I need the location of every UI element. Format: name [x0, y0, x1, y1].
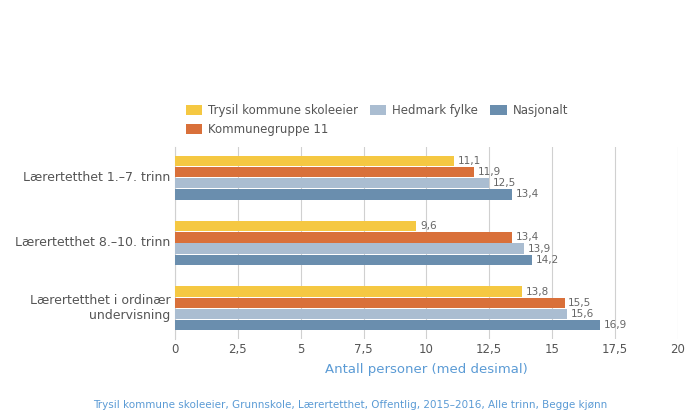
X-axis label: Antall personer (med desimal): Antall personer (med desimal): [325, 363, 528, 377]
Text: 13,9: 13,9: [528, 243, 552, 253]
Text: 14,2: 14,2: [536, 255, 559, 265]
Bar: [175, 243, 524, 254]
Text: 13,8: 13,8: [526, 287, 549, 297]
Text: 11,1: 11,1: [458, 156, 481, 166]
Bar: [175, 221, 416, 232]
Text: 16,9: 16,9: [603, 320, 626, 330]
Bar: [175, 297, 564, 308]
Bar: [175, 255, 532, 265]
Bar: [175, 189, 512, 199]
Bar: [175, 167, 474, 177]
Bar: [175, 286, 522, 297]
Bar: [175, 156, 454, 166]
Text: 15,6: 15,6: [570, 309, 594, 319]
Text: 13,4: 13,4: [515, 190, 539, 199]
Text: 12,5: 12,5: [493, 178, 516, 188]
Text: 15,5: 15,5: [568, 297, 592, 308]
Text: 11,9: 11,9: [478, 167, 501, 177]
Text: 13,4: 13,4: [515, 232, 539, 242]
Bar: [175, 309, 567, 319]
Bar: [175, 320, 600, 330]
Legend: Trysil kommune skoleeier, Kommunegruppe 11, Hedmark fylke, Nasjonalt: Trysil kommune skoleeier, Kommunegruppe …: [181, 100, 573, 141]
Bar: [175, 232, 512, 243]
Text: 9,6: 9,6: [420, 221, 437, 232]
Bar: [175, 178, 489, 188]
Text: Trysil kommune skoleeier, Grunnskole, Lærertetthet, Offentlig, 2015–2016, Alle t: Trysil kommune skoleeier, Grunnskole, Læ…: [93, 400, 607, 410]
